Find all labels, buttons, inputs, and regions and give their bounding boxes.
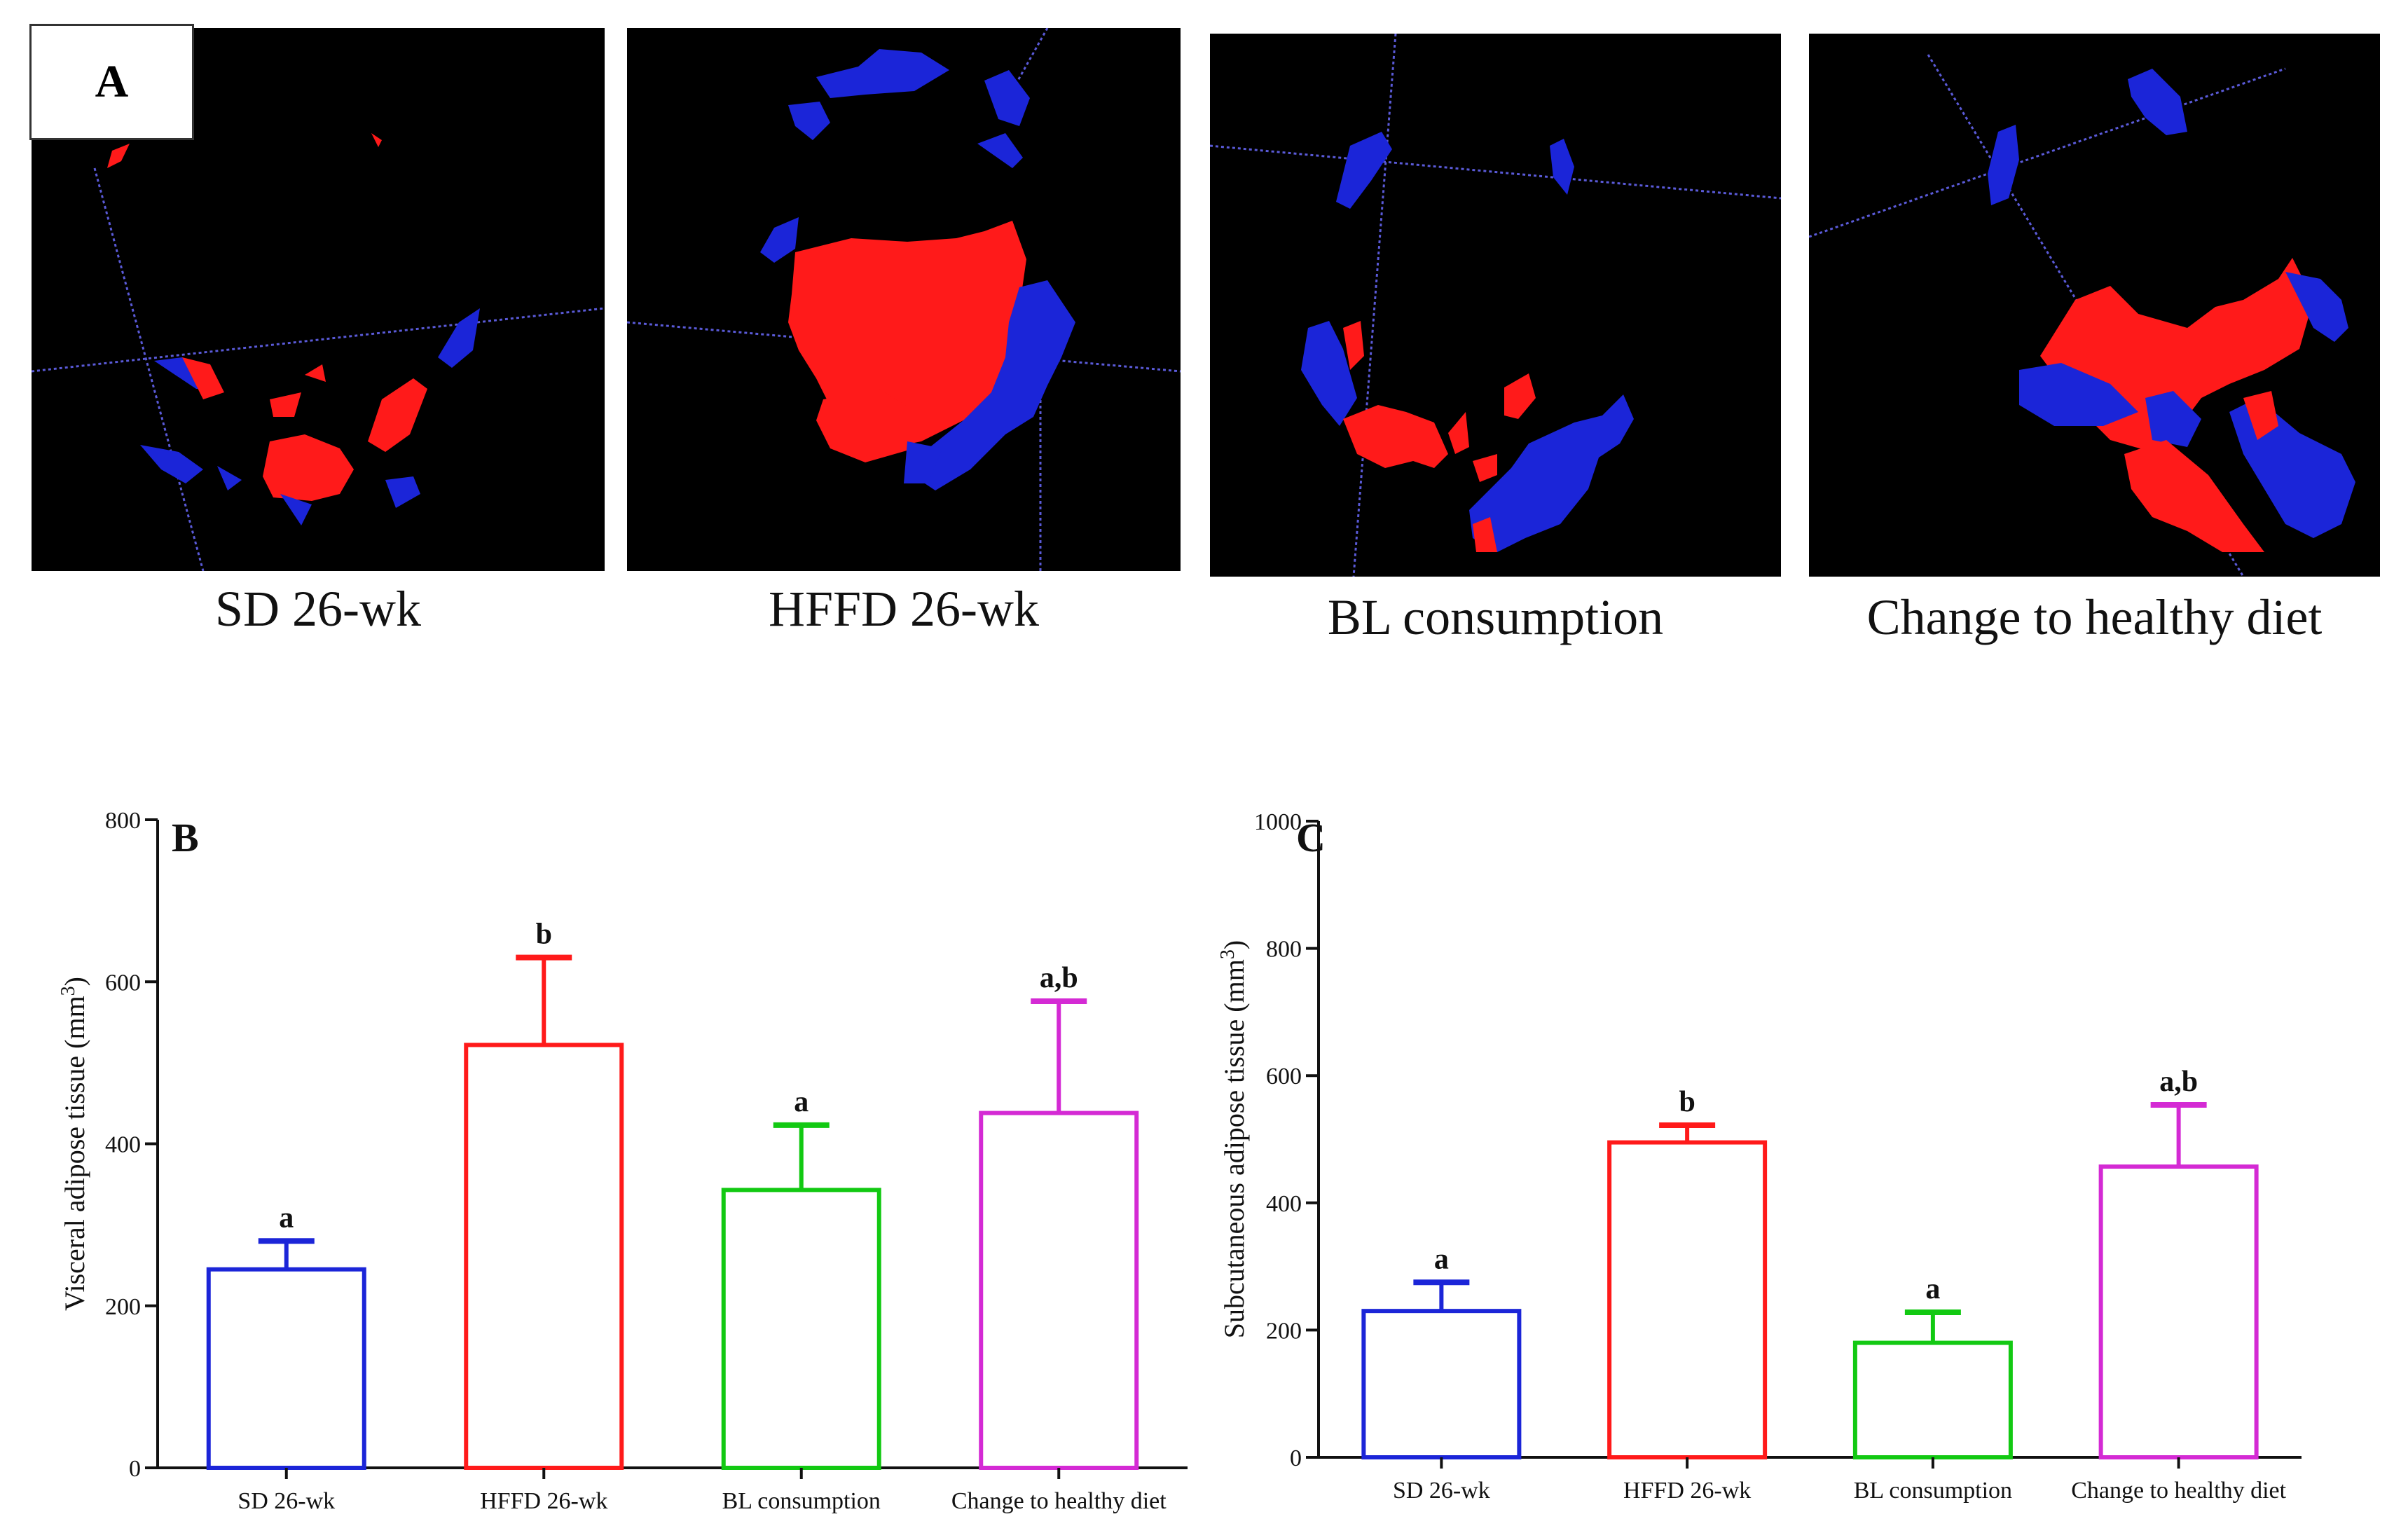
y-axis-label-text-c: Subcutaneous adipose tissue (mm <box>1218 959 1250 1338</box>
x-tick-label-b-0: SD 26-wk <box>238 1488 335 1514</box>
y-axis-label-b: Visceral adipose tissue (mm3) <box>57 977 90 1311</box>
sig-label-b-3: a,b <box>1040 962 1078 994</box>
y-axis-label-close-c: ) <box>1218 940 1250 949</box>
x-tick-label-c-0: SD 26-wk <box>1393 1478 1490 1504</box>
y-axis-label-c: Subcutaneous adipose tissue (mm3) <box>1217 940 1250 1338</box>
y-tick-label-c-1: 200 <box>1266 1318 1302 1344</box>
panel-a: A SD 26-wk HFFD 26-wk BL consumption Cha… <box>0 0 2408 701</box>
bar-b-1 <box>464 1043 624 1470</box>
x-tick-label-b-1: HFFD 26-wk <box>480 1488 607 1514</box>
bar-b-2 <box>721 1188 881 1470</box>
panel-label-b: B <box>172 815 199 860</box>
y-tick-label-c-0: 0 <box>1290 1445 1302 1471</box>
x-tick-label-b-2: BL consumption <box>722 1488 881 1514</box>
sig-label-c-1: b <box>1679 1086 1695 1118</box>
x-tick-label-b-3: Change to healthy diet <box>951 1488 1167 1514</box>
y-axis-label-text-b: Visceral adipose tissue (mm <box>59 996 90 1311</box>
caption-sd: SD 26-wk <box>214 581 421 637</box>
caption-healthy: Change to healthy diet <box>1866 589 2323 645</box>
bar-b-0 <box>206 1267 366 1470</box>
y-tick-label-c-5: 1000 <box>1254 809 1302 835</box>
y-axis-label-superscript-c: 3 <box>1217 949 1239 959</box>
y-tick-label-c-2: 400 <box>1266 1191 1302 1217</box>
sig-label-c-2: a <box>1925 1273 1940 1305</box>
sig-label-c-0: a <box>1434 1243 1449 1275</box>
y-tick-label-b-4: 800 <box>105 808 141 834</box>
charts-svg: 0 200 400 600 800 Visceral adipose tissue (mm… <box>57 808 2302 1514</box>
x-tick-label-c-1: HFFD 26-wk <box>1623 1478 1751 1504</box>
caption-hffd: HFFD 26-wk <box>768 581 1040 637</box>
micro-ct-render-healthy <box>1809 54 2355 577</box>
y-axis-label-superscript-b: 3 <box>57 986 79 996</box>
micro-ct-render-bl <box>1210 34 1781 577</box>
panel-a-label: A <box>29 24 194 140</box>
micro-ct-image-bl <box>1210 34 1781 577</box>
bar-b-3 <box>979 1111 1139 1470</box>
micro-ct-render-sd <box>32 133 605 571</box>
micro-ct-render-hffd <box>627 28 1181 571</box>
bar-c-0 <box>1361 1309 1522 1459</box>
micro-ct-image-hffd <box>627 28 1181 571</box>
y-tick-label-b-2: 400 <box>105 1132 141 1158</box>
y-axis-label-close-b: ) <box>59 977 90 986</box>
bar-c-1 <box>1607 1140 1768 1459</box>
micro-ct-image-healthy <box>1809 34 2380 577</box>
sig-label-b-2: a <box>794 1086 809 1118</box>
panel-label-c: C <box>1296 815 1326 860</box>
y-tick-label-b-0: 0 <box>129 1456 141 1482</box>
y-tick-label-b-1: 200 <box>105 1294 141 1320</box>
micro-ct-image-sd <box>32 28 605 571</box>
bar-charts: 0 200 400 600 800 Visceral adipose tissue (mm… <box>0 757 2408 1536</box>
sig-label-c-3: a,b <box>2159 1066 2198 1098</box>
caption-bl: BL consumption <box>1327 589 1664 645</box>
x-tick-label-c-2: BL consumption <box>1854 1478 2012 1504</box>
sig-label-b-1: b <box>536 919 552 951</box>
sig-label-b-0: a <box>279 1202 294 1234</box>
bar-c-3 <box>2098 1164 2259 1459</box>
y-tick-label-c-3: 600 <box>1266 1064 1302 1089</box>
y-tick-label-c-4: 800 <box>1266 937 1302 963</box>
x-tick-label-c-3: Change to healthy diet <box>2071 1478 2286 1504</box>
bar-c-2 <box>1852 1340 2013 1459</box>
y-tick-label-b-3: 600 <box>105 970 141 996</box>
